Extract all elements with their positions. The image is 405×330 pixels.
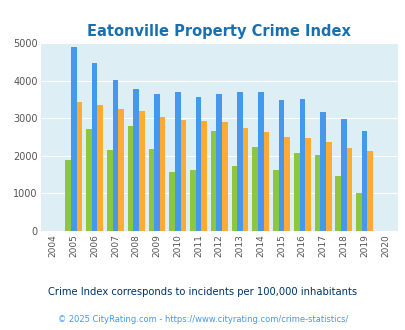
Bar <box>195 96 201 231</box>
Bar <box>139 111 144 231</box>
Bar <box>284 137 289 231</box>
Bar <box>273 170 278 231</box>
Title: Eatonville Property Crime Index: Eatonville Property Crime Index <box>87 24 350 39</box>
Bar <box>222 122 227 231</box>
Bar <box>180 120 185 231</box>
Bar <box>86 129 92 231</box>
Bar <box>175 92 180 231</box>
Bar <box>118 109 124 231</box>
Bar <box>278 100 284 231</box>
Bar <box>97 105 103 231</box>
Bar <box>77 102 82 231</box>
Bar <box>305 138 310 231</box>
Bar <box>71 47 77 231</box>
Bar <box>314 155 320 231</box>
Bar <box>320 112 325 231</box>
Bar <box>346 148 352 231</box>
Bar <box>252 147 257 231</box>
Bar <box>361 131 367 231</box>
Bar <box>242 128 248 231</box>
Bar <box>335 177 340 231</box>
Bar <box>107 150 112 231</box>
Bar <box>190 170 195 231</box>
Bar <box>263 132 269 231</box>
Bar <box>154 94 159 231</box>
Bar <box>92 63 97 231</box>
Bar <box>237 92 242 231</box>
Bar <box>148 149 154 231</box>
Text: Crime Index corresponds to incidents per 100,000 inhabitants: Crime Index corresponds to incidents per… <box>48 287 357 297</box>
Bar <box>201 121 207 231</box>
Bar <box>133 89 139 231</box>
Bar <box>340 119 346 231</box>
Bar <box>293 153 299 231</box>
Bar <box>65 159 71 231</box>
Text: © 2025 CityRating.com - https://www.cityrating.com/crime-statistics/: © 2025 CityRating.com - https://www.city… <box>58 314 347 324</box>
Bar <box>299 99 305 231</box>
Bar <box>128 126 133 231</box>
Bar <box>210 131 216 231</box>
Bar <box>367 151 372 231</box>
Bar <box>216 94 222 231</box>
Bar <box>169 172 175 231</box>
Bar <box>112 80 118 231</box>
Bar <box>159 116 165 231</box>
Bar <box>355 193 361 231</box>
Bar <box>231 166 237 231</box>
Bar <box>257 92 263 231</box>
Bar <box>325 142 331 231</box>
